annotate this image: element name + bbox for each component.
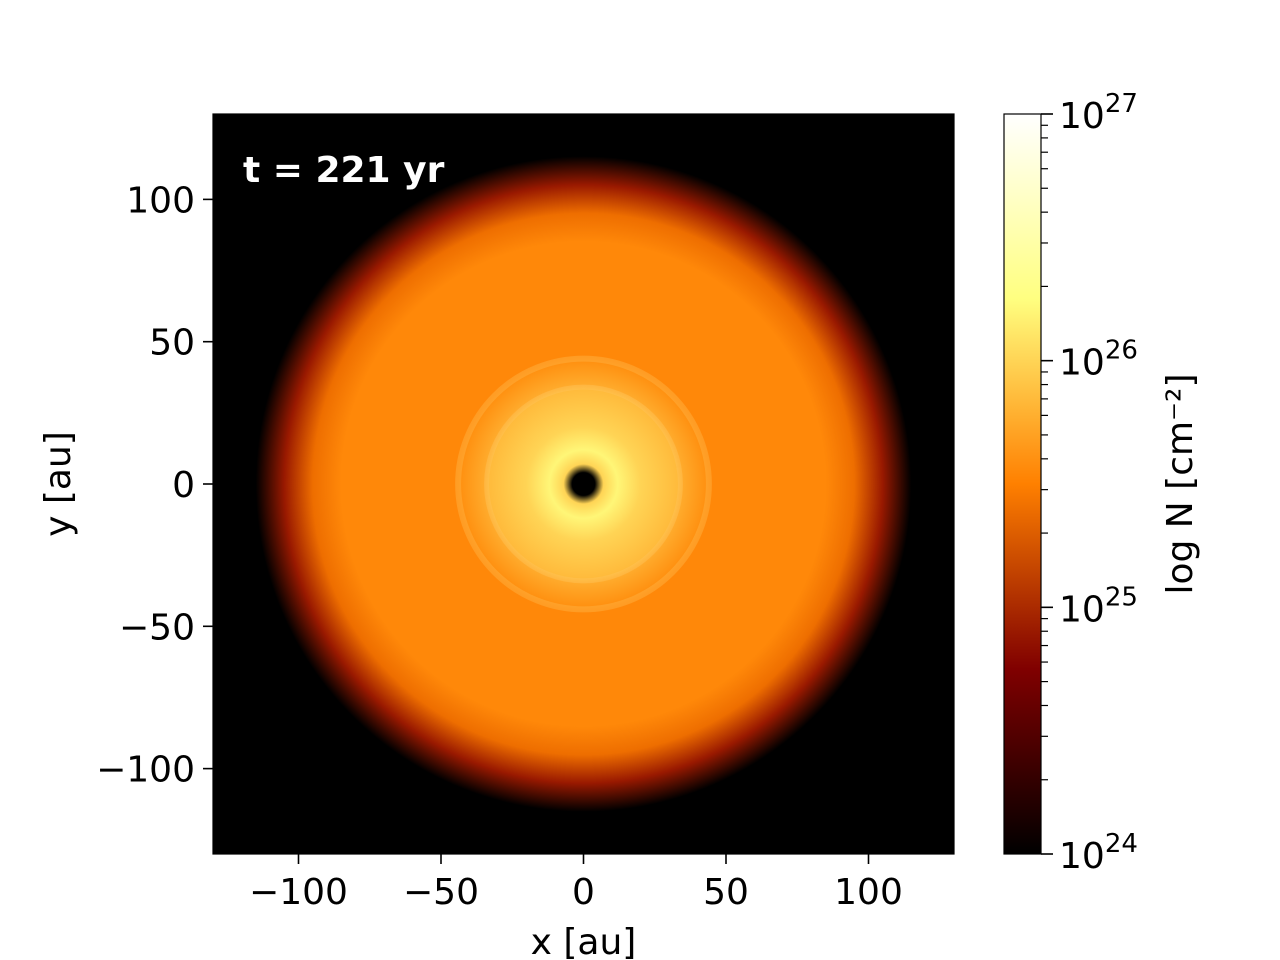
y-axis-label: y [au] xyxy=(38,431,79,537)
colorbar-gradient xyxy=(1003,113,1042,855)
density-ring-outer xyxy=(455,355,712,613)
x-tick-label: 50 xyxy=(703,872,749,913)
x-tick-label: 0 xyxy=(572,872,595,913)
y-axis: −100 −50 0 50 100 xyxy=(96,180,213,791)
colorbar-tick-exponent: 27 xyxy=(1105,89,1138,119)
x-tick-label: −100 xyxy=(249,872,348,913)
colorbar-tick-base: 10 xyxy=(1059,589,1105,630)
density-ring-inner xyxy=(484,384,683,584)
x-axis-label: x [au] xyxy=(531,922,637,960)
y-tick-label: 100 xyxy=(126,180,195,221)
colorbar-tick-label: 1026 xyxy=(1059,336,1138,384)
colorbar-tick-label: 1024 xyxy=(1059,829,1138,877)
plot-area: t = 221 yr xyxy=(212,113,955,855)
colorbar-tick-base: 10 xyxy=(1059,343,1105,384)
y-tick-label: −50 xyxy=(119,607,195,648)
colorbar-tick-exponent: 26 xyxy=(1105,336,1138,366)
colorbar-label: log N [cm⁻²] xyxy=(1160,373,1201,594)
y-tick-label: −100 xyxy=(96,750,195,791)
x-tick-label: 100 xyxy=(834,872,903,913)
colorbar-tick-base: 10 xyxy=(1059,96,1105,137)
y-tick-label: 50 xyxy=(149,323,195,364)
x-tick-label: −50 xyxy=(403,872,479,913)
time-annotation: t = 221 yr xyxy=(243,150,445,191)
y-tick-label: 0 xyxy=(172,465,195,506)
colorbar-tick-base: 10 xyxy=(1059,836,1105,877)
colorbar-tick-exponent: 25 xyxy=(1105,582,1138,612)
colorbar-tick-exponent: 24 xyxy=(1105,829,1138,859)
disk-density-map xyxy=(255,156,912,812)
x-axis: −100 −50 0 50 100 xyxy=(249,854,903,913)
colorbar-tick-label: 1027 xyxy=(1059,89,1138,137)
colorbar-tick-label: 1025 xyxy=(1059,582,1138,630)
